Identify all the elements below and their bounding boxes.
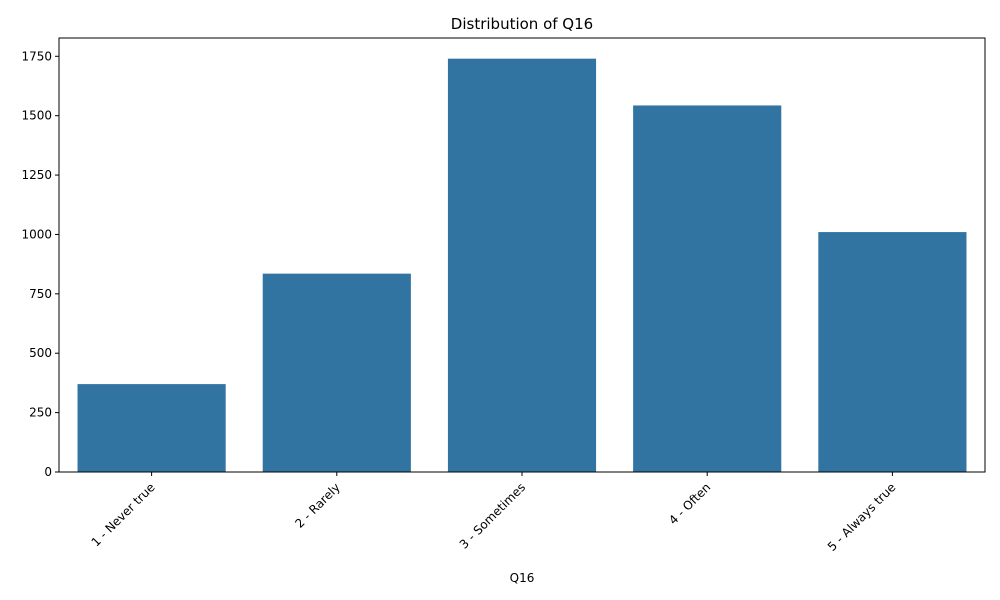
bars-group (77, 58, 967, 473)
y-tick-label: 500 (29, 346, 52, 360)
y-tick-label: 0 (44, 465, 52, 479)
x-tick-label: 4 - Often (666, 480, 713, 527)
y-tick-label: 250 (29, 406, 52, 420)
bar (818, 232, 967, 472)
y-axis: 0 250 500 750 1000 1250 1500 1750 (21, 49, 59, 479)
plot-frame (58, 37, 986, 473)
y-tick-label: 1250 (21, 168, 52, 182)
bar (77, 384, 226, 472)
y-tick-label: 1500 (21, 109, 52, 123)
chart-title: Distribution of Q16 (451, 15, 593, 33)
x-tick-label: 5 - Always true (825, 480, 899, 554)
y-tick-label: 1750 (21, 49, 52, 63)
y-tick-label: 750 (29, 287, 52, 301)
y-tick-label: 1000 (21, 227, 52, 241)
bar (633, 105, 782, 473)
bar (447, 58, 597, 473)
x-tick-label: 1 - Never true (89, 480, 158, 549)
x-axis: 1 - Never true 2 - Rarely 3 - Sometimes 4 -… (89, 472, 899, 554)
bar (262, 273, 411, 472)
x-tick-label: 2 - Rarely (292, 480, 343, 531)
x-axis-label: Q16 (510, 571, 535, 585)
x-tick-label: 3 - Sometimes (457, 480, 528, 551)
